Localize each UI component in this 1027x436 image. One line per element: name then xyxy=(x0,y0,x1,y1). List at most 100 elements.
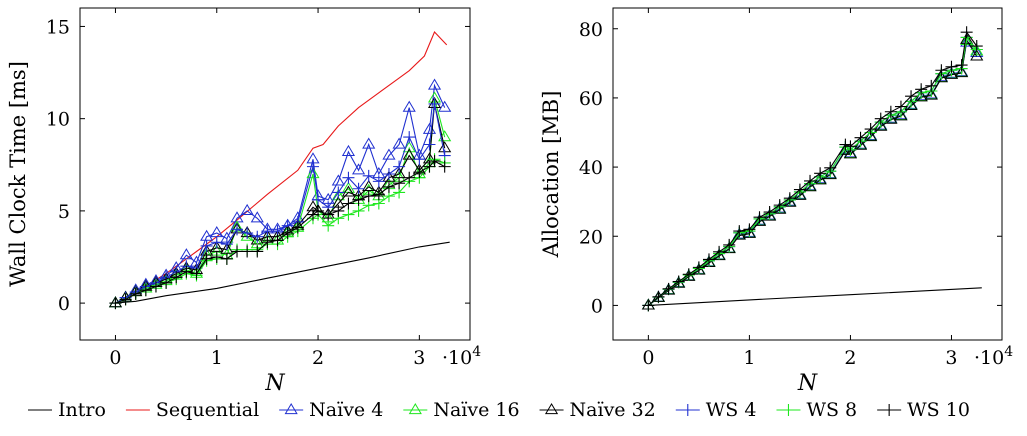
data-point-naive-4 xyxy=(179,248,193,260)
x-tick-label: 1 xyxy=(211,347,223,369)
data-point-ws-4 xyxy=(428,97,441,110)
legend-label: WS 8 xyxy=(806,399,857,421)
x-tick-label: 3 xyxy=(413,347,425,369)
data-point-ws-10 xyxy=(905,90,918,103)
x-axis-label: N xyxy=(264,371,285,396)
legend-marker xyxy=(782,404,795,416)
x-tick-label: 3 xyxy=(945,347,957,369)
data-point-ws-10 xyxy=(200,252,213,265)
data-point-ws-4 xyxy=(352,182,365,195)
legend-label: WS 4 xyxy=(706,399,757,421)
data-point-ws-10 xyxy=(322,208,335,221)
data-point-ws-10 xyxy=(793,183,806,196)
axes-frame xyxy=(79,7,471,341)
data-point-ws-4 xyxy=(220,238,233,251)
series-line-sequential xyxy=(115,31,448,304)
data-point-naive-32 xyxy=(884,112,898,124)
series-ws-10 xyxy=(642,26,983,312)
data-point-ws-10 xyxy=(824,161,837,174)
data-point-ws-4 xyxy=(332,186,345,199)
legend-marker xyxy=(681,404,694,416)
data-point-ws-10 xyxy=(839,138,852,151)
legend-label: WS 10 xyxy=(907,399,970,421)
legend-item-sequential: Sequential xyxy=(125,399,259,421)
data-point-ws-10 xyxy=(241,245,254,258)
data-point-ws-10 xyxy=(970,40,983,53)
data-point-naive-32 xyxy=(924,88,938,100)
y-tick-label: 20 xyxy=(579,226,603,248)
legend-item-ws-10: WS 10 xyxy=(877,399,970,421)
y-tick-label: 60 xyxy=(579,88,603,110)
data-point-naive-4 xyxy=(341,144,356,156)
x-tick-label: 2 xyxy=(844,347,856,369)
data-point-ws-4 xyxy=(231,223,244,236)
data-point-ws-10 xyxy=(854,131,867,144)
data-point-ws-10 xyxy=(220,252,233,265)
data-point-ws-10 xyxy=(210,251,223,263)
legend-label: Naïve 4 xyxy=(309,399,383,421)
series-line-ws-4 xyxy=(115,103,446,304)
data-point-ws-10 xyxy=(271,234,284,247)
data-point-ws-10 xyxy=(935,64,948,77)
data-point-naive-32 xyxy=(864,130,878,142)
y-tick-label: 5 xyxy=(58,201,70,223)
data-point-ws-4 xyxy=(251,230,264,243)
data-point-naive-32 xyxy=(823,168,837,180)
data-point-ws-4 xyxy=(312,193,325,206)
data-point-ws-8 xyxy=(322,219,335,232)
data-point-naive-4 xyxy=(351,163,366,175)
series-ws-4 xyxy=(109,97,451,310)
plot-area xyxy=(641,26,984,312)
data-point-ws-10 xyxy=(773,199,786,212)
data-point-naive-16 xyxy=(331,189,345,201)
data-point-ws-10 xyxy=(281,227,294,240)
data-point-ws-10 xyxy=(960,26,973,39)
data-point-naive-32 xyxy=(944,67,959,79)
data-point-ws-10 xyxy=(332,204,345,217)
data-point-naive-32 xyxy=(960,32,974,44)
data-point-naive-4 xyxy=(438,100,452,112)
series-line-intro xyxy=(115,241,450,304)
legend-label: Sequential xyxy=(156,399,259,421)
data-point-ws-10 xyxy=(190,267,203,280)
series-sequential xyxy=(115,31,448,304)
legend-marker xyxy=(408,403,422,415)
data-point-naive-32 xyxy=(402,148,416,160)
y-axis-label: Wall Clock Time [ms] xyxy=(6,61,30,287)
data-point-ws-10 xyxy=(251,245,264,258)
data-point-ws-10 xyxy=(713,245,726,258)
data-point-ws-10 xyxy=(955,59,968,72)
data-point-ws-10 xyxy=(692,261,705,274)
data-point-naive-32 xyxy=(853,138,868,150)
data-point-ws-10 xyxy=(382,180,395,193)
y-tick-label: 0 xyxy=(58,293,70,315)
data-point-ws-10 xyxy=(403,171,416,184)
data-point-ws-10 xyxy=(804,174,817,187)
data-point-naive-32 xyxy=(341,185,356,197)
data-point-ws-10 xyxy=(733,225,746,238)
data-point-ws-10 xyxy=(423,160,436,173)
series-ws-10 xyxy=(109,155,451,310)
data-point-naive-32 xyxy=(722,242,736,254)
data-point-naive-4 xyxy=(362,137,376,149)
data-point-ws-10 xyxy=(231,245,244,258)
data-point-ws-10 xyxy=(763,206,776,219)
data-point-ws-10 xyxy=(672,275,685,288)
series-line-naive-32 xyxy=(115,103,446,304)
data-point-ws-10 xyxy=(149,280,162,293)
data-point-ws-10 xyxy=(642,299,655,312)
data-point-ws-4 xyxy=(393,160,406,173)
data-point-ws-10 xyxy=(129,287,142,300)
data-point-ws-10 xyxy=(372,188,385,201)
x-multiplier-label: ·104 xyxy=(974,344,1013,369)
y-tick-label: 80 xyxy=(579,19,603,41)
data-point-ws-10 xyxy=(874,112,887,125)
data-point-ws-4 xyxy=(403,131,416,144)
data-point-ws-10 xyxy=(413,166,426,179)
data-point-ws-10 xyxy=(702,253,715,266)
x-tick-label: 2 xyxy=(312,347,324,369)
data-point-ws-10 xyxy=(783,192,796,205)
data-point-ws-10 xyxy=(180,265,193,278)
data-point-naive-32 xyxy=(934,71,948,83)
